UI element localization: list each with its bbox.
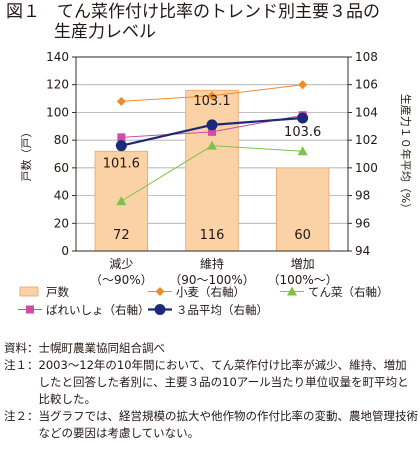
note-2: 注２： 当グラフでは、経営規模の拡大や他作物の作付比率の変動、農地管理技術などの… [4, 408, 418, 442]
data-label: 103.6 [284, 125, 321, 140]
legend-label: ３品平均（右軸） [176, 303, 268, 317]
bar-value-label: 60 [294, 228, 311, 243]
combo-chart: 72 116 60 0 20 40 60 80 100 120 140 94 96 98 100 102 104… [18, 50, 413, 317]
note-text: 当グラフでは、経営規模の拡大や他作物の作付比率の変動、農地管理技術などの要因は考… [38, 409, 419, 440]
right-axis-tick-label: 100 [355, 161, 378, 175]
left-axis-tick-label: 100 [46, 105, 69, 119]
left-axis-tick-label: 40 [54, 189, 69, 203]
legend-item: ばれいしょ（右軸） [18, 303, 150, 317]
note-1: 注１： 2003〜12年の10年間において、てん菜作付け比率が減少、維持、増加し… [4, 357, 418, 408]
x-tick-label: （90〜100%） [169, 273, 255, 287]
bar [275, 167, 330, 252]
data-label: 103.1 [193, 94, 230, 109]
legend-item: てん菜（右軸） [280, 285, 389, 299]
left-axis-tick-label: 80 [54, 133, 69, 147]
right-axis-tick-label: 98 [355, 189, 370, 203]
x-tick-label: 維持 [200, 256, 224, 271]
legend-swatch [19, 286, 39, 297]
data-point [207, 91, 217, 101]
figure-title-line-1: 図１ てん菜作付け比率のトレンド別主要３品の [6, 2, 380, 22]
legend: 戸数 小麦（右軸） てん菜（右軸） ばれいしょ（右軸） ３品平均（右軸） [18, 285, 389, 317]
bar-value-label: 116 [200, 228, 225, 243]
right-axis-tick-label: 102 [355, 133, 378, 147]
legend-marker [287, 286, 297, 296]
legend-item: 小麦（右軸） [148, 285, 245, 299]
data-point [206, 119, 218, 131]
legend-label: てん菜（右軸） [308, 285, 389, 299]
figure-title-line-2: 生産力レベル [54, 22, 156, 42]
note-key: 資料： [4, 341, 39, 355]
legend-item: 戸数 [19, 285, 69, 299]
note-key: 注２： [4, 409, 39, 423]
data-point [115, 140, 127, 152]
left-axis-tick-label: 0 [61, 244, 69, 258]
note-source: 資料： 士幌町農業協同組合調べ [4, 340, 418, 357]
legend-label: ばれいしょ（右軸） [46, 303, 150, 317]
bar [185, 89, 239, 252]
x-tick-label: 増加 [291, 257, 315, 271]
right-axis-tick-label: 108 [355, 50, 378, 64]
left-axis-tick-label: 20 [54, 216, 69, 230]
left-axis-tick-label: 60 [54, 161, 69, 175]
figure-notes: 資料： 士幌町農業協同組合調べ 注１： 2003〜12年の10年間において、てん… [4, 340, 418, 442]
right-axis-tick-label: 94 [355, 244, 370, 258]
data-label: 101.6 [103, 157, 140, 172]
x-tick-label: （100%〜） [268, 273, 338, 287]
left-axis-tick-label: 120 [46, 78, 69, 92]
data-point [116, 196, 127, 206]
left-axis-tick-label: 140 [46, 50, 69, 64]
legend-label: 小麦（右軸） [176, 285, 245, 299]
data-point [297, 146, 308, 156]
data-point [298, 80, 308, 90]
right-axis-title: 生産力１０年平均（%） [399, 94, 413, 214]
data-point [117, 133, 126, 142]
data-point [297, 112, 309, 124]
note-key: 注１： [4, 358, 39, 372]
x-tick-label: 減少 [109, 256, 133, 271]
note-text: 2003〜12年の10年間において、てん菜作付け比率が減少、維持、増加したと回答… [38, 358, 409, 406]
legend-marker [26, 305, 34, 314]
right-axis-tick-label: 96 [355, 216, 370, 230]
figure-title: 図１ てん菜作付け比率のトレンド別主要３品の 生産力レベル [6, 2, 418, 42]
left-axis-title: 戸数（戸） [20, 127, 33, 182]
legend-marker [154, 304, 166, 315]
right-axis-tick-label: 106 [355, 78, 378, 92]
legend-marker [155, 287, 165, 296]
legend-label: 戸数 [46, 285, 69, 299]
plot-frame [75, 56, 349, 252]
bar-value-label: 72 [113, 228, 130, 243]
right-axis-tick-label: 104 [355, 105, 378, 119]
data-point [208, 127, 216, 136]
data-point [116, 96, 126, 106]
legend-item: ３品平均（右軸） [148, 303, 268, 317]
x-tick-label: （〜90%） [90, 273, 153, 287]
note-text: 士幌町農業協同組合調べ [38, 341, 166, 355]
data-point [207, 140, 217, 150]
